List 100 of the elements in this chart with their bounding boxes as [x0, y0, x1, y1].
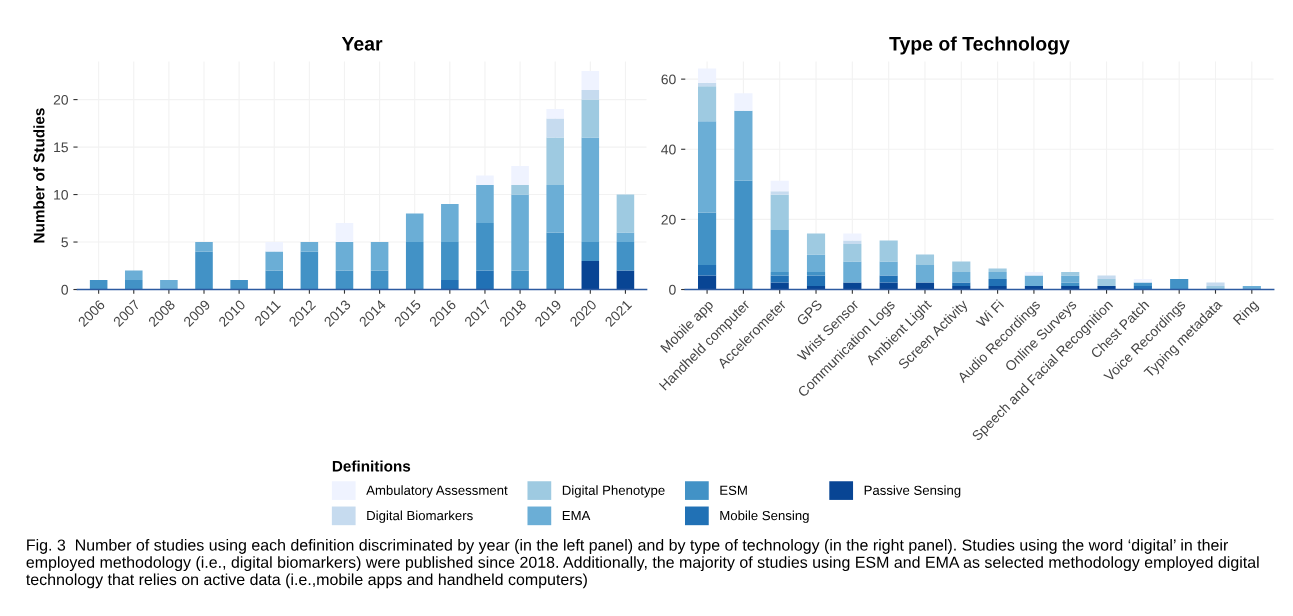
bar: [581, 90, 600, 100]
bar: [698, 121, 717, 213]
bar: [300, 251, 319, 290]
y-tick-label: 5: [61, 237, 68, 248]
bar: [806, 254, 826, 272]
bar: [1170, 279, 1189, 290]
bar: [698, 68, 717, 83]
bar: [616, 232, 635, 243]
bar: [335, 223, 354, 243]
bar: [476, 270, 494, 290]
bar: [476, 175, 494, 186]
bar: [511, 166, 529, 186]
bar: [581, 71, 600, 91]
chart-title: Year: [341, 37, 383, 51]
bar: [441, 204, 459, 243]
caption: Fig. 3 Number of studies using each definition discriminated by year (in the left panel) and by type of technology (in the right panel). Studies using the word ‘digital’ in their employed methodology (i.e., digital biomarkers) were published since 2018. Additionally, the majority of studies using ESM and EMA as selected methodology employed digital technology that relies on active data (i.e.,mobile apps and handheld computers): [26, 539, 1259, 589]
y-tick-label: 20: [53, 94, 69, 105]
legend-label: Digital Biomarkers: [367, 510, 473, 523]
bar: [581, 242, 600, 262]
bar: [770, 180, 789, 192]
bar: [616, 242, 635, 271]
bar: [698, 212, 717, 265]
bar: [546, 118, 564, 138]
bar: [230, 280, 248, 290]
bar: [124, 280, 143, 290]
bar: [89, 280, 108, 290]
y-axis-title: Number of Studies: [33, 108, 45, 243]
bar: [441, 280, 459, 290]
bar: [770, 229, 789, 272]
bar: [265, 242, 284, 252]
bar: [546, 137, 564, 186]
y-tick-label: 20: [661, 214, 676, 225]
bar: [988, 279, 1007, 287]
y-tick-label: 10: [54, 189, 69, 200]
bar: [1061, 275, 1080, 283]
bar: [581, 261, 600, 290]
bar: [843, 240, 862, 244]
bar: [770, 275, 789, 283]
bar: [441, 242, 459, 281]
bar: [698, 275, 717, 290]
bar: [915, 264, 935, 283]
bar: [988, 268, 1007, 272]
bar: [335, 270, 354, 290]
bar: [879, 275, 898, 283]
bar: [195, 251, 213, 290]
bar: [952, 261, 971, 272]
bar: [370, 270, 389, 290]
legend-label: Ambulatory Assessment: [366, 485, 508, 498]
y-tick-label: 60: [661, 74, 676, 85]
bar: [265, 251, 284, 271]
bar: [1024, 275, 1043, 287]
bar: [1097, 275, 1116, 279]
legend-label: Digital Phenotype: [562, 485, 665, 498]
bar: [370, 242, 389, 271]
bar: [405, 213, 424, 243]
bar: [879, 261, 898, 276]
legend-label: Passive Sensing: [864, 485, 961, 498]
bar: [770, 191, 789, 195]
bar: [476, 223, 494, 271]
bar: [879, 240, 898, 262]
y-tick-label: 40: [661, 144, 676, 155]
bar: [698, 264, 717, 276]
bar: [511, 270, 529, 290]
bar: [698, 86, 717, 122]
bar: [124, 270, 143, 281]
legend-label: EMA: [562, 511, 591, 521]
y-tick-label: 15: [54, 142, 68, 153]
bar: [843, 261, 862, 283]
bar: [734, 110, 753, 181]
bar: [843, 233, 862, 241]
legend-label: ESM: [720, 485, 747, 495]
legend-label: Mobile Sensing: [720, 510, 809, 523]
bar: [265, 270, 284, 290]
bar: [843, 243, 862, 262]
chart-title: Type of Technology: [889, 36, 1070, 55]
bar: [616, 194, 635, 233]
bar: [405, 242, 424, 290]
bar: [616, 270, 635, 290]
bar: [581, 137, 600, 243]
bar: [1097, 279, 1116, 287]
bar: [476, 185, 494, 224]
bar: [915, 254, 935, 265]
legend-title: Definitions: [332, 460, 411, 472]
y-tick-label: 0: [669, 284, 676, 295]
bar: [546, 109, 564, 119]
bar: [546, 185, 564, 233]
bar: [581, 99, 600, 138]
bar: [952, 271, 971, 283]
bar: [770, 194, 789, 230]
bar: [335, 242, 354, 271]
bar: [988, 271, 1007, 279]
bar: [195, 242, 213, 252]
bar: [511, 185, 529, 195]
bar: [806, 275, 826, 287]
bar: [160, 280, 178, 290]
bar: [734, 93, 753, 111]
bar: [300, 242, 319, 252]
bar: [806, 233, 826, 255]
y-tick-label: 0: [61, 284, 69, 295]
bar: [511, 194, 529, 271]
